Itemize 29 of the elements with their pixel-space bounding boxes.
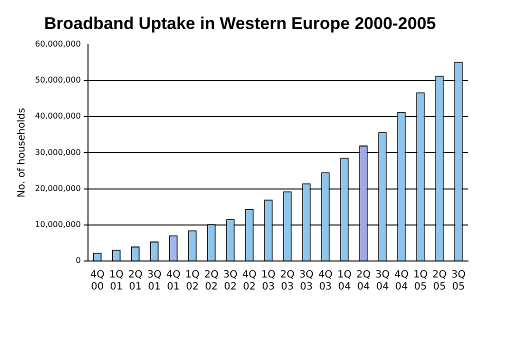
x-tick-label: 1Q 01 (109, 270, 124, 293)
x-tick-label: 2Q 05 (432, 270, 447, 293)
x-tick-label: 2Q 02 (204, 270, 219, 293)
x-tick-label: 4Q 03 (318, 270, 333, 293)
x-tick-label: 2Q 01 (128, 270, 143, 293)
x-tick-label: 3Q 03 (299, 270, 314, 293)
x-tick-label: 4Q 01 (166, 270, 181, 293)
y-tick-label: 50,000,000 (34, 76, 81, 85)
y-tick-label: 40,000,000 (34, 112, 81, 121)
x-tick-label: 4Q 00 (90, 270, 105, 293)
x-tick-label: 4Q 04 (394, 270, 409, 293)
y-tick-label: 30,000,000 (34, 148, 81, 157)
y-tick-label: 0 (76, 256, 81, 266)
x-tick-label: 1Q 05 (413, 270, 428, 293)
y-tick-label: 60,000,000 (34, 39, 81, 48)
x-tick-label: 3Q 01 (147, 270, 162, 293)
y-axis-title: No. of households (16, 108, 28, 198)
x-tick-label: 1Q 04 (337, 270, 352, 293)
x-tick-label: 4Q 02 (242, 270, 257, 293)
x-tick-label: 3Q 02 (223, 270, 238, 293)
x-tick-label: 2Q 04 (356, 270, 371, 293)
x-tick-label: 3Q 05 (451, 270, 466, 293)
y-tick-label: 20,000,000 (34, 184, 81, 193)
x-tick-label: 3Q 04 (375, 270, 390, 293)
y-tick-label: 10,000,000 (34, 220, 81, 229)
x-tick-label: 1Q 02 (185, 270, 200, 293)
x-tick-label: 2Q 03 (280, 270, 295, 293)
chart-title: Broadband Uptake in Western Europe 2000-2005 (44, 14, 436, 33)
x-tick-label: 1Q 03 (261, 270, 276, 293)
